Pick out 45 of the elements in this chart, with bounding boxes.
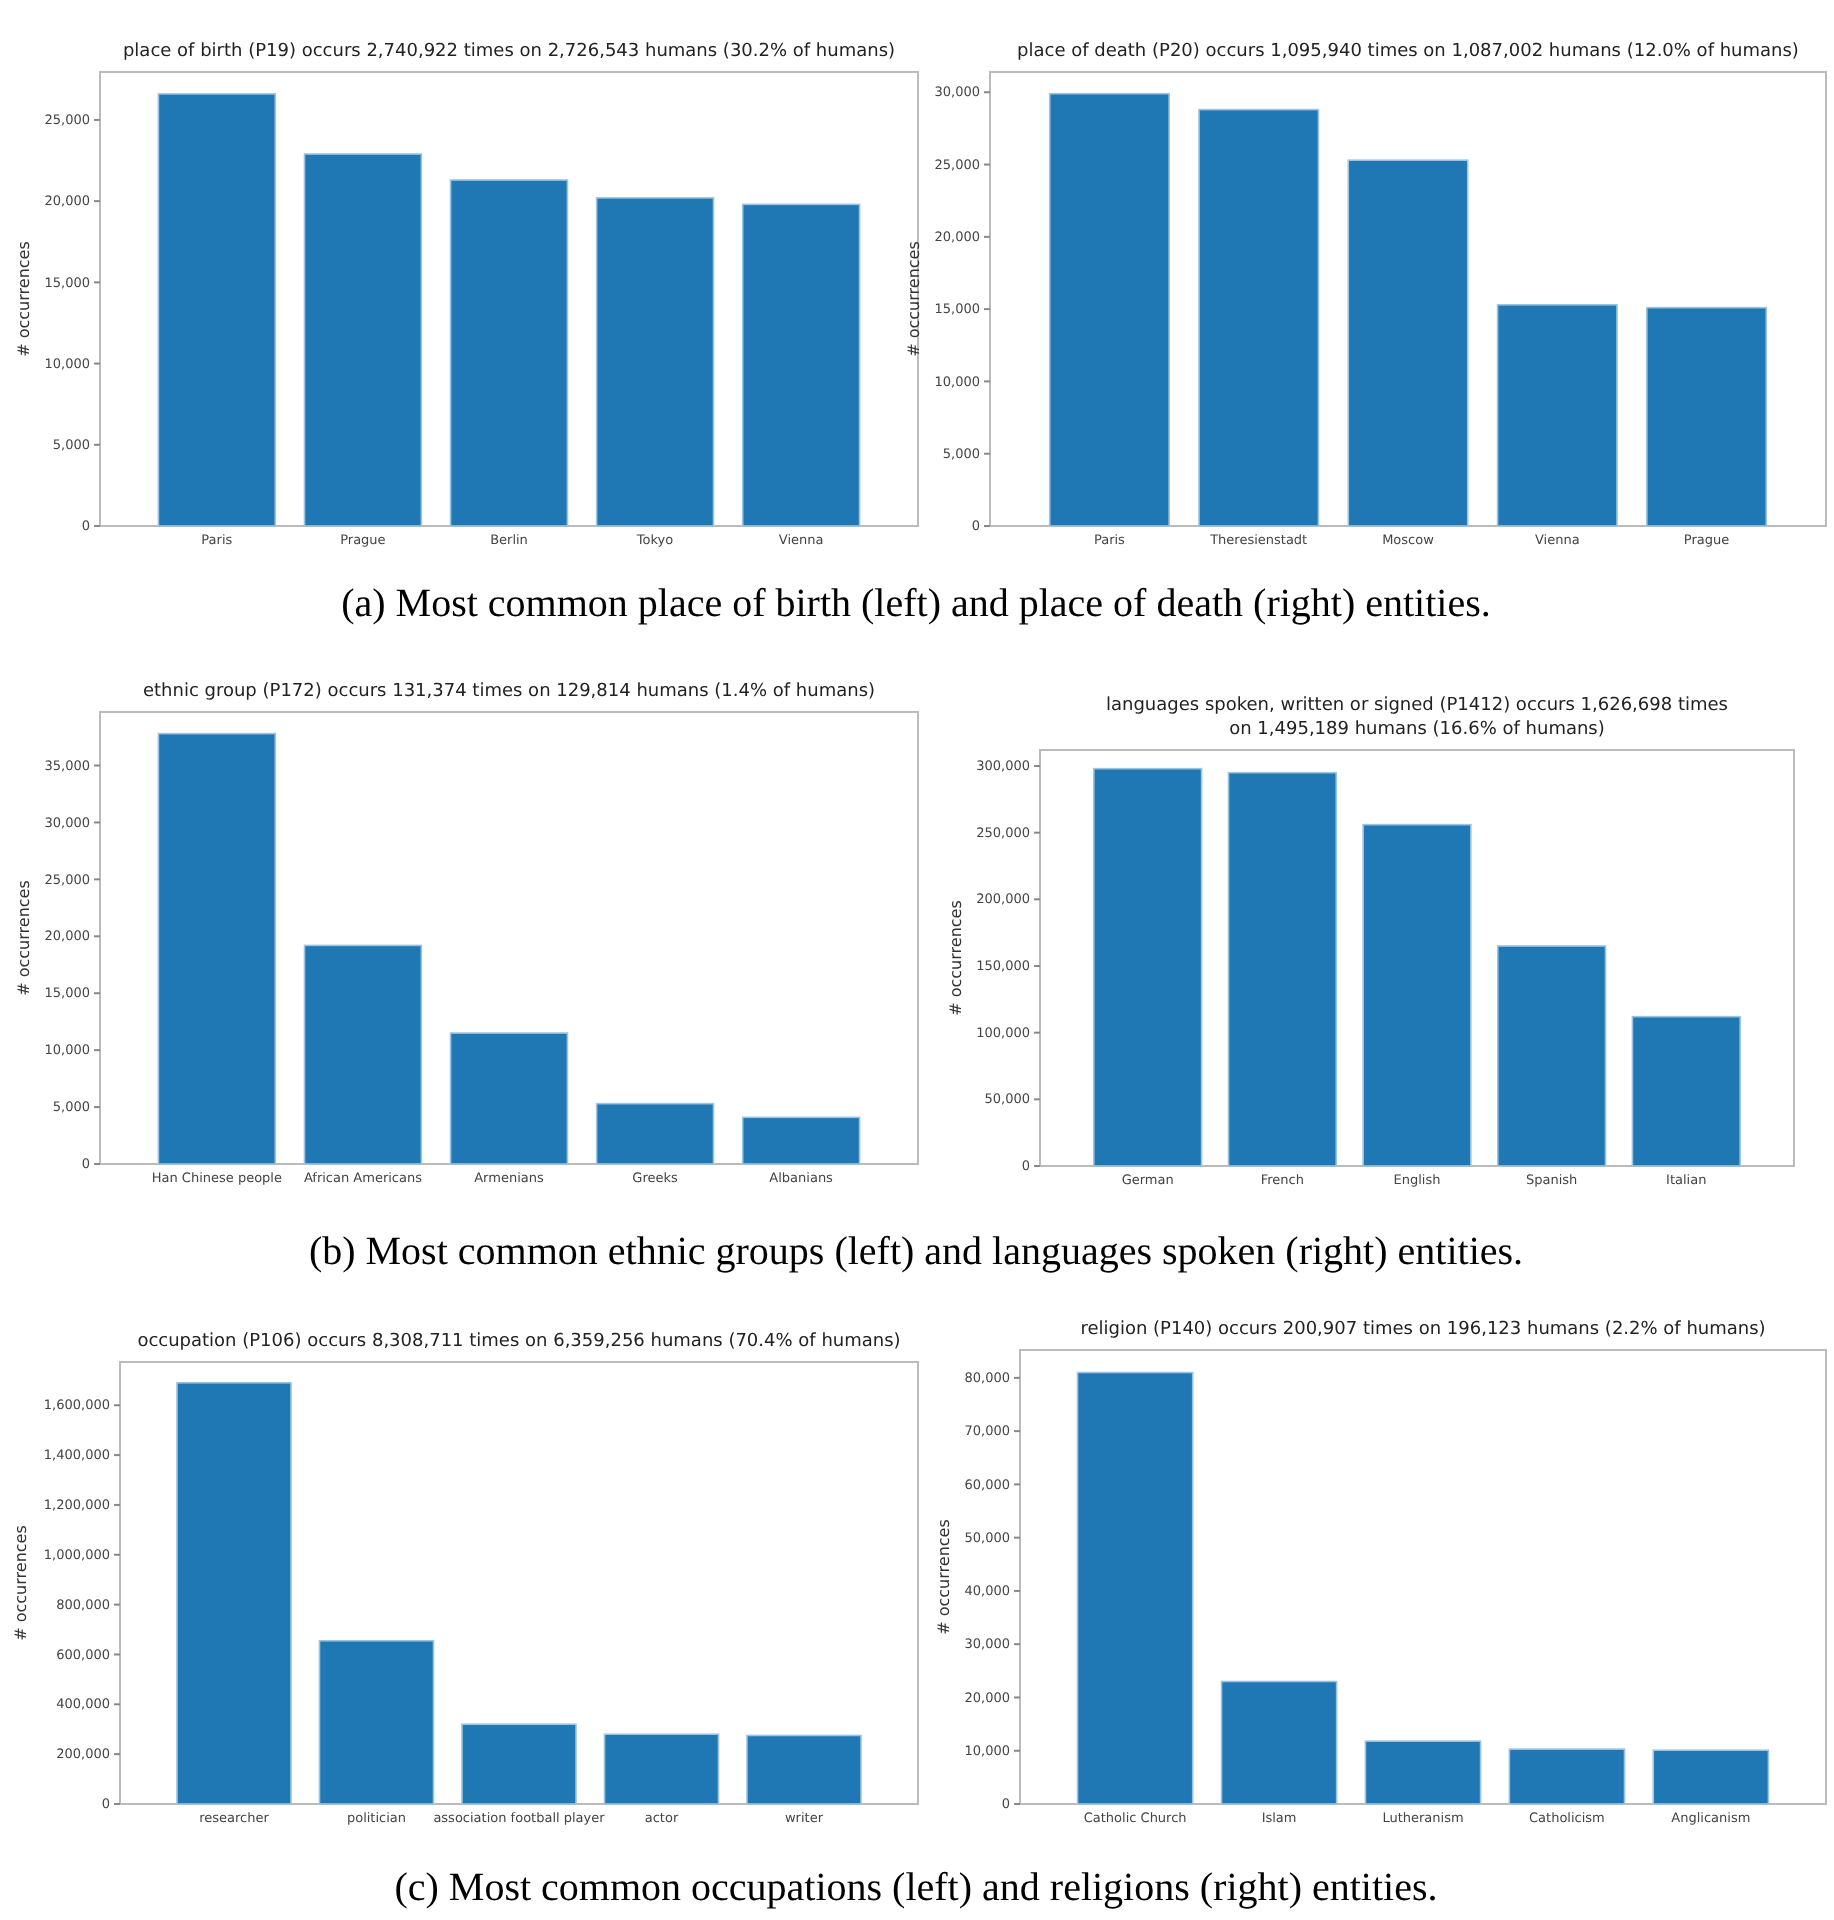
bar xyxy=(157,93,277,527)
y-axis-title: # occurrences xyxy=(947,900,966,1016)
text: (b) Most common ethnic groups (left) and languages spoken (right) entities. xyxy=(308,1230,1524,1274)
bar xyxy=(176,1382,292,1805)
bar xyxy=(1093,767,1203,1167)
bar xyxy=(603,1733,720,1805)
bar xyxy=(449,179,569,527)
bar xyxy=(303,153,423,527)
bar xyxy=(157,732,277,1165)
bar xyxy=(1508,1748,1626,1805)
chart-title: languages spoken, written or signed (P1412) occurs 1,626,698 times on 1,495,189 humans (16.6% of humans) xyxy=(1106,696,1729,740)
bar xyxy=(1646,306,1768,527)
bar xyxy=(1652,1749,1770,1805)
y-axis-title: # occurrences xyxy=(11,1525,30,1641)
chart-title: religion (P140) occurs 200,907 times on 196,123 humans (2.2% of humans) xyxy=(1080,1320,1766,1340)
bar xyxy=(449,1032,569,1165)
bar xyxy=(1631,1015,1741,1167)
bar xyxy=(1198,108,1320,527)
bar xyxy=(303,944,423,1165)
bar xyxy=(741,203,861,527)
chart-title: ethnic group (P172) occurs 131,374 times on 129,814 humans (1.4% of humans) xyxy=(142,682,876,702)
bar xyxy=(1048,92,1170,527)
y-axis-title: # occurrences xyxy=(905,241,924,357)
bar xyxy=(746,1734,862,1805)
y-axis-title: # occurrences xyxy=(15,241,34,357)
bar xyxy=(595,197,715,527)
bar xyxy=(461,1723,577,1805)
bar xyxy=(741,1116,861,1165)
bar xyxy=(1227,771,1338,1167)
bar xyxy=(595,1102,715,1165)
bar xyxy=(1220,1680,1338,1805)
bar xyxy=(1076,1371,1194,1805)
chart-title: place of birth (P19) occurs 2,740,922 times on 2,726,543 humans (30.2% of humans) xyxy=(122,42,896,62)
bar xyxy=(318,1639,435,1805)
bar xyxy=(1496,303,1618,527)
bar xyxy=(1496,945,1607,1167)
text: (c) Most common occupations (left) and religions (right) entities. xyxy=(394,1866,1438,1910)
bar xyxy=(1347,159,1469,527)
chart-title: occupation (P106) occurs 8,308,711 times on 6,359,256 humans (70.4% of humans) xyxy=(137,1332,901,1352)
bar xyxy=(1364,1740,1482,1805)
chart-title: place of death (P20) occurs 1,095,940 times on 1,087,002 humans (12.0% of humans) xyxy=(1017,42,1799,62)
text: (a) Most common place of birth (left) and place of death (right) entities. xyxy=(341,582,1491,626)
y-axis-title: # occurrences xyxy=(935,1519,954,1635)
bar xyxy=(1362,823,1472,1167)
y-axis-title: # occurrences xyxy=(15,880,34,996)
